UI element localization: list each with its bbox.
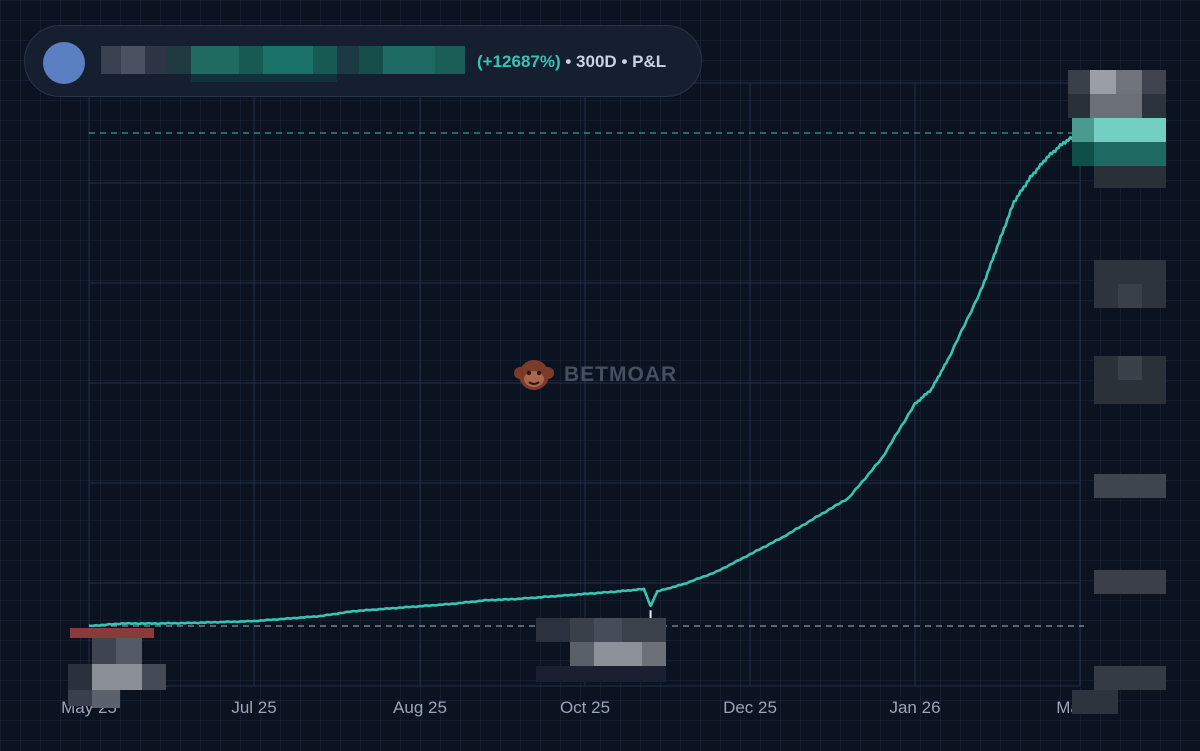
x-tick-label: Jan 26 [889,698,941,717]
pnl-percent: (+12687%) [477,52,561,71]
x-tick-label: Aug 25 [393,698,447,717]
redacted-dip-value [536,618,666,686]
monkey-logo-icon [514,360,554,390]
watermark: BETMOAR [512,352,677,398]
period-label: • 300D [565,52,617,71]
redacted-name [101,46,465,82]
pnl-summary: (+12687%) • 300D • P&L [477,52,666,72]
x-tick-label: Oct 25 [559,698,611,717]
trader-header: (+12687%) • 300D • P&L [24,25,702,97]
redacted-start-value [66,628,166,710]
x-tick-label: Jul 25 [231,698,277,717]
pnl-series-line [88,132,1081,628]
watermark-text: BETMOAR [564,363,678,386]
redacted-y-axis [1068,70,1178,716]
avatar[interactable] [43,42,85,84]
x-tick-label: Dec 25 [723,698,777,717]
metric-label: • P&L [621,52,667,71]
